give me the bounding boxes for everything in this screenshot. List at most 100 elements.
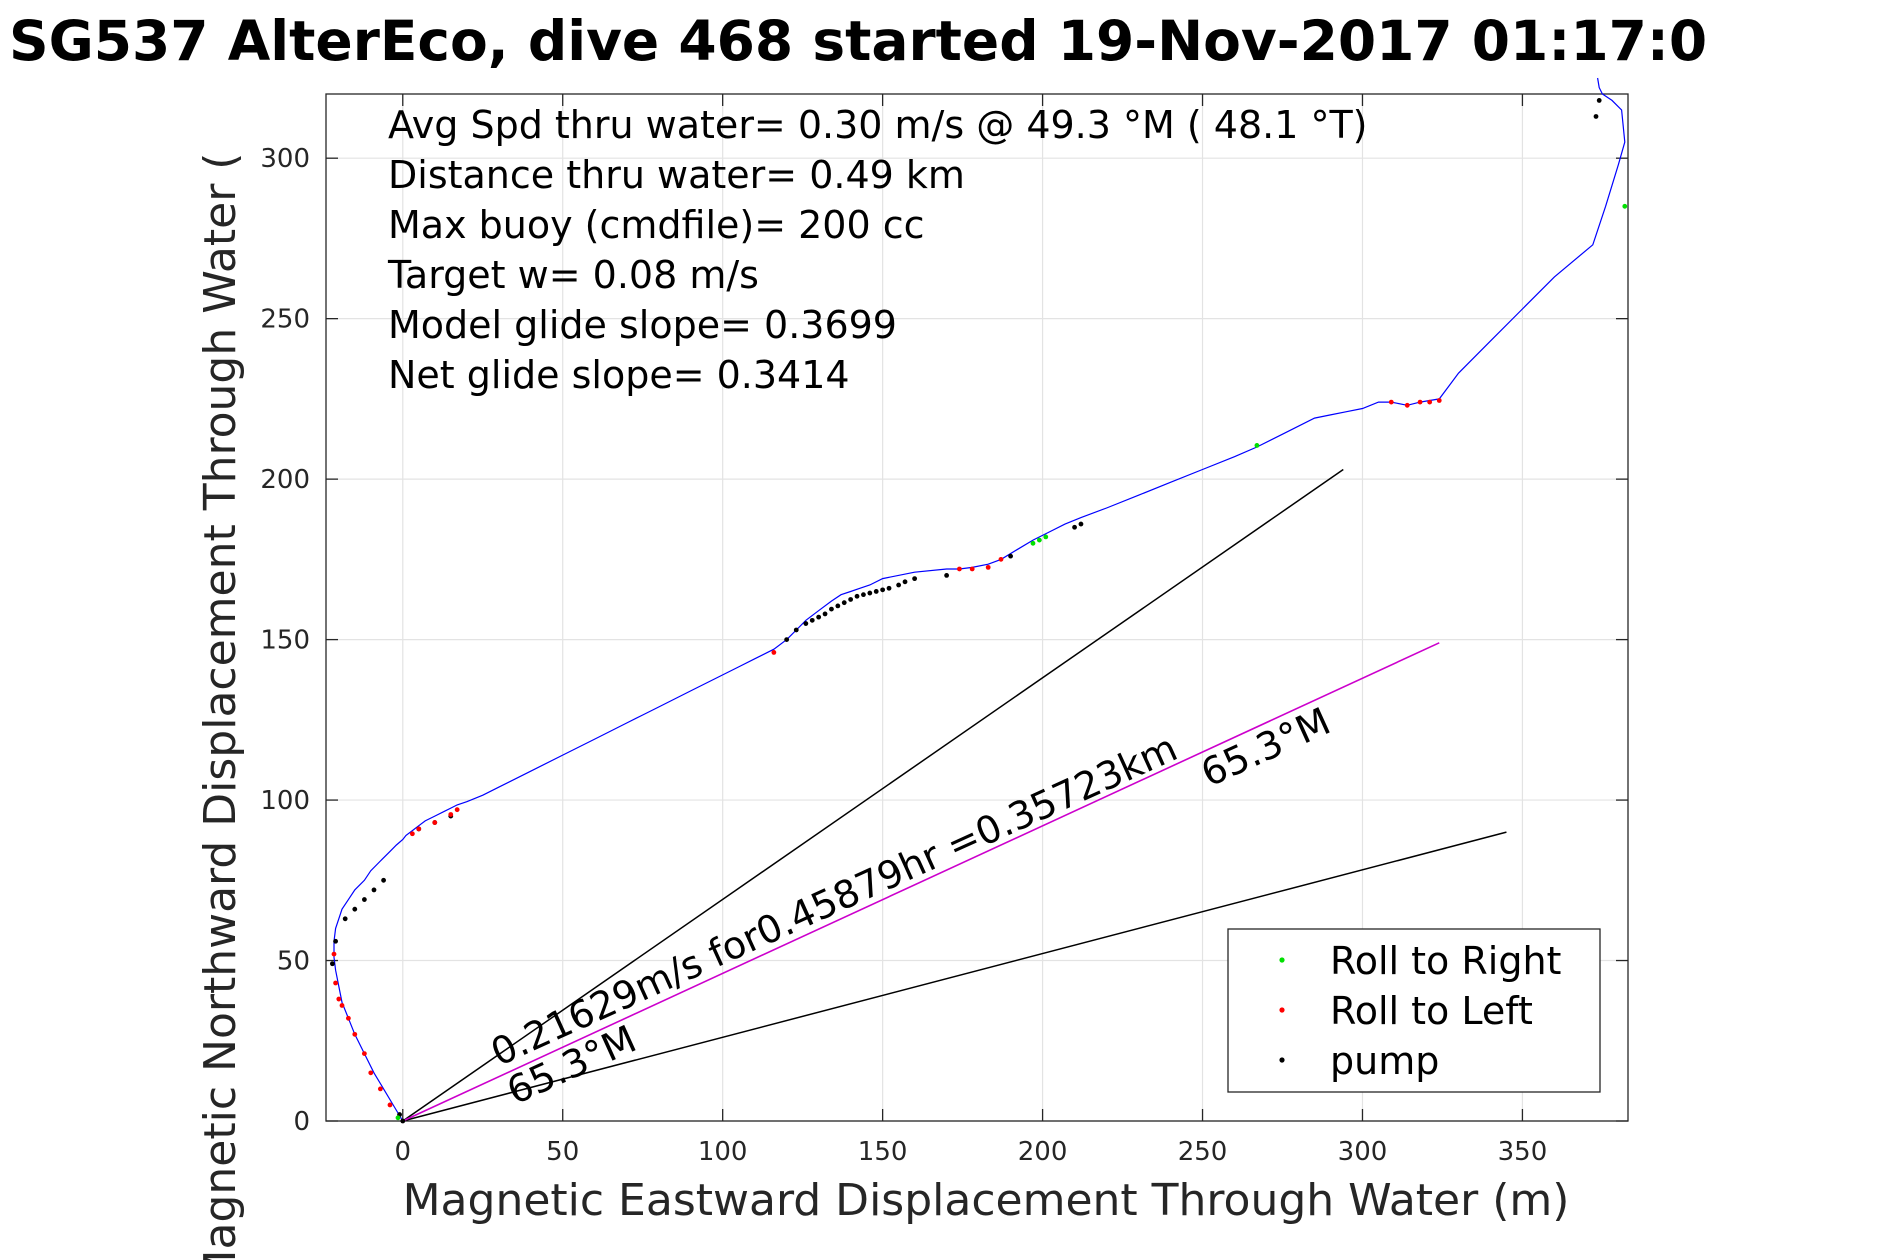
pump-markers	[329, 98, 1602, 1124]
info-line: Distance thru water= 0.49 km	[388, 153, 965, 197]
pump-marker	[822, 611, 828, 617]
reference-line-upper	[402, 468, 1344, 1122]
x-tick-label: 300	[1338, 1137, 1388, 1167]
roll-left-marker	[1388, 399, 1394, 405]
pump-marker	[1593, 114, 1599, 119]
roll-left-marker	[771, 650, 777, 655]
info-line: Model glide slope= 0.3699	[388, 303, 897, 347]
pump-marker	[873, 589, 879, 594]
roll-left-markers	[331, 398, 1442, 1108]
chart-legend: Roll to Right Roll to Left pump	[1227, 928, 1601, 1093]
roll-left-marker	[432, 820, 438, 825]
pump-marker	[352, 906, 358, 912]
roll-left-marker	[985, 564, 991, 570]
info-text-block: Avg Spd thru water= 0.30 m/s @ 49.3 °M (…	[387, 103, 1368, 397]
roll-right-marker	[395, 1115, 401, 1121]
legend-marker	[1279, 1007, 1285, 1013]
roll-right-marker	[1036, 537, 1042, 543]
roll-left-marker	[1427, 399, 1433, 405]
roll-right-marker	[1043, 534, 1049, 540]
roll-left-marker	[957, 566, 962, 572]
pump-marker	[841, 600, 847, 606]
x-tick-label: 100	[698, 1137, 748, 1167]
legend-marker	[1279, 957, 1285, 963]
y-tick-label: 150	[260, 626, 310, 656]
plot-area	[325, 93, 1629, 1122]
roll-left-marker	[454, 807, 460, 813]
pump-marker	[816, 614, 822, 620]
pump-marker	[1008, 553, 1013, 559]
pump-marker	[809, 617, 815, 623]
y-axis-label: Magnetic Northward Displacement Through …	[195, 153, 246, 1260]
pump-marker	[342, 916, 348, 922]
legend-label: pump	[1330, 1039, 1439, 1083]
roll-left-marker	[377, 1086, 383, 1092]
roll-left-marker	[416, 826, 422, 832]
roll-left-marker	[969, 566, 975, 572]
pump-marker	[329, 961, 335, 967]
pump-marker	[854, 593, 860, 599]
roll-left-marker	[345, 1015, 351, 1021]
roll-left-marker	[998, 556, 1004, 562]
roll-right-markers	[395, 203, 1628, 1121]
pump-marker	[784, 637, 790, 642]
y-tick-label: 200	[260, 465, 310, 495]
legend-label: Roll to Left	[1330, 989, 1533, 1033]
pump-marker	[886, 585, 892, 591]
reference-line-lower	[402, 831, 1507, 1122]
pump-marker	[803, 621, 809, 626]
pump-marker	[861, 592, 866, 598]
roll-left-marker	[336, 996, 342, 1002]
info-line: Net glide slope= 0.3414	[388, 353, 850, 397]
pump-marker	[1078, 521, 1084, 527]
roll-left-marker	[331, 951, 337, 957]
x-tick-label: 250	[1178, 1137, 1228, 1167]
chart-title: SG537 AlterEco, dive 468 started 19-Nov-…	[9, 9, 1707, 73]
roll-left-marker	[1417, 399, 1423, 405]
pump-marker	[835, 603, 841, 609]
pump-marker	[400, 1118, 406, 1124]
roll-left-marker	[333, 980, 338, 986]
pump-marker	[896, 582, 902, 588]
roll-right-marker	[1622, 203, 1628, 209]
legend-marker	[1279, 1057, 1285, 1063]
roll-right-marker	[1254, 443, 1260, 448]
x-tick-label: 200	[1018, 1137, 1068, 1167]
x-tick-label: 0	[395, 1137, 412, 1167]
roll-left-marker	[352, 1031, 358, 1037]
pump-marker	[333, 938, 338, 944]
pump-marker	[829, 606, 834, 612]
roll-right-marker	[1030, 540, 1036, 546]
legend-box	[1227, 928, 1601, 1093]
pump-marker	[848, 597, 854, 602]
roll-left-marker	[409, 831, 415, 837]
info-line: Max buoy (cmdfile)= 200 cc	[388, 203, 925, 247]
y-axis-ticks: 0 50 100 150 200 250 300	[260, 144, 1628, 1137]
roll-left-marker	[368, 1070, 374, 1076]
x-tick-label: 50	[546, 1137, 579, 1167]
pump-marker	[880, 587, 886, 593]
legend-label: Roll to Right	[1330, 939, 1561, 983]
roll-left-marker	[361, 1051, 367, 1057]
pump-marker	[867, 590, 873, 596]
roll-left-marker	[1404, 402, 1410, 408]
pump-marker	[361, 897, 367, 902]
roll-left-marker	[448, 812, 454, 817]
pump-marker	[381, 877, 386, 883]
roll-left-marker	[339, 1003, 345, 1008]
roll-left-marker	[1436, 398, 1442, 403]
x-axis-label: Magnetic Eastward Displacement Through W…	[403, 1175, 1570, 1226]
y-tick-label: 50	[277, 947, 310, 977]
y-tick-label: 100	[260, 786, 310, 816]
x-axis-ticks: 0 50 100 150 200 250 300 350	[395, 94, 1548, 1167]
pump-marker	[1072, 524, 1077, 530]
info-line: Avg Spd thru water= 0.30 m/s @ 49.3 °M (…	[388, 103, 1368, 147]
x-tick-label: 350	[1498, 1137, 1548, 1167]
pump-marker	[793, 627, 799, 633]
info-line: Target w= 0.08 m/s	[387, 253, 759, 297]
y-tick-label: 300	[260, 144, 310, 174]
pump-marker	[902, 579, 908, 585]
pump-marker	[1596, 98, 1602, 103]
pump-marker	[371, 887, 377, 893]
